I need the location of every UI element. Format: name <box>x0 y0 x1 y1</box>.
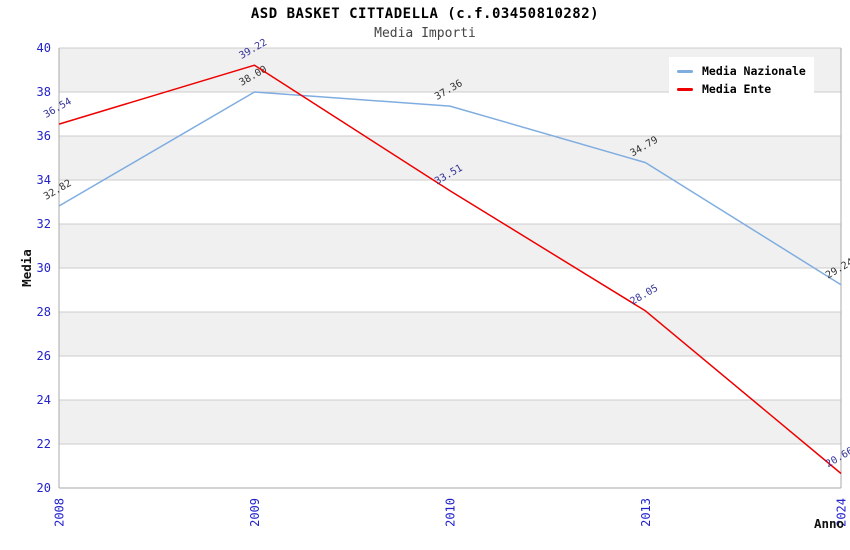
shaded-band <box>59 312 841 356</box>
chart-subtitle: Media Importi <box>374 26 476 41</box>
shaded-band <box>59 224 841 268</box>
legend-item-media-nazionale[interactable]: Media Nazionale <box>677 62 806 80</box>
chart-title: ASD BASKET CITTADELLA (c.f.03450810282) <box>250 6 600 22</box>
shaded-band <box>59 136 841 180</box>
x-tick-label: 2009 <box>248 498 262 527</box>
legend: Media Nazionale Media Ente <box>669 57 814 105</box>
x-tick-label: 2010 <box>444 498 458 527</box>
y-tick-label: 34 <box>37 173 51 187</box>
y-axis-title: Media <box>19 249 34 287</box>
data-point-label: 20.66 <box>824 445 850 470</box>
x-tick-label: 2024 <box>835 498 849 527</box>
y-tick-label: 30 <box>37 261 51 275</box>
legend-item-media-ente[interactable]: Media Ente <box>677 80 806 98</box>
data-point-label: 36.54 <box>42 96 74 121</box>
media-nazionale-line-swatch <box>677 69 693 73</box>
y-tick-label: 36 <box>37 129 51 143</box>
legend-label: Media Ente <box>702 82 772 96</box>
y-tick-label: 38 <box>37 85 51 99</box>
y-tick-label: 22 <box>37 437 51 451</box>
series-line-media-nazionale <box>58 91 842 286</box>
x-tick-label: 2013 <box>639 498 653 527</box>
y-tick-label: 24 <box>37 393 51 407</box>
legend-label: Media Nazionale <box>702 64 806 78</box>
shaded-band <box>59 400 841 444</box>
y-tick-label: 20 <box>37 481 51 495</box>
media-ente-line-swatch <box>677 87 693 91</box>
y-tick-label: 40 <box>37 41 51 55</box>
data-point-label: 28.05 <box>629 283 661 308</box>
y-tick-label: 28 <box>37 305 51 319</box>
x-tick-label: 2008 <box>53 498 67 527</box>
series-line-media-ente <box>58 64 842 475</box>
y-tick-label: 26 <box>37 349 51 363</box>
x-axis-title: Anno <box>814 516 844 531</box>
y-tick-label: 32 <box>37 217 51 231</box>
